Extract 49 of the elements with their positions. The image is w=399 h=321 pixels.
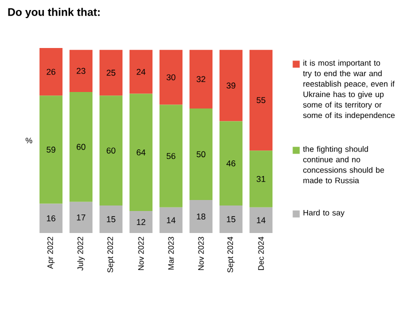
data-label: 56 — [166, 153, 176, 160]
data-label: 26 — [46, 68, 56, 75]
bar — [130, 50, 152, 94]
bar — [249, 50, 272, 151]
data-label: 23 — [76, 68, 86, 74]
bar — [40, 96, 62, 204]
data-label: 18 — [196, 214, 206, 220]
data-label: 30 — [166, 74, 176, 80]
data-label: 12 — [136, 219, 146, 225]
bar — [189, 50, 212, 108]
data-label: 39 — [226, 82, 236, 89]
bar — [130, 211, 152, 233]
data-label: 14 — [256, 217, 266, 224]
bar — [219, 121, 242, 206]
bar — [159, 50, 182, 105]
chart-title: Do you think that: — [8, 8, 100, 18]
data-label: 15 — [226, 216, 236, 222]
data-label: 25 — [106, 70, 116, 76]
data-label: 24 — [136, 68, 146, 75]
data-label: 46 — [226, 160, 236, 166]
bar — [189, 200, 212, 233]
data-label: 15 — [106, 216, 116, 222]
bar — [100, 206, 122, 233]
data-label: 16 — [46, 215, 56, 222]
bar — [189, 108, 212, 200]
data-label: 64 — [136, 149, 146, 156]
bar — [249, 150, 272, 208]
data-label: 50 — [196, 151, 206, 158]
bar — [130, 94, 152, 212]
data-label: 60 — [76, 144, 86, 150]
bar — [70, 202, 92, 233]
bar — [70, 92, 92, 202]
bar — [159, 104, 182, 208]
data-label: 32 — [196, 76, 206, 82]
data-label: 60 — [106, 148, 116, 154]
bar — [219, 206, 242, 233]
data-label: 55 — [256, 97, 266, 104]
bar — [100, 50, 122, 96]
bar — [159, 207, 182, 233]
bar — [249, 207, 272, 233]
bar — [40, 204, 62, 233]
data-label: 31 — [256, 176, 266, 182]
bar — [100, 96, 122, 206]
data-label: 59 — [46, 146, 56, 153]
data-label: 14 — [166, 217, 176, 224]
bar — [40, 48, 62, 96]
data-label: 17 — [76, 214, 86, 220]
bar — [70, 50, 92, 92]
bar — [219, 50, 242, 122]
